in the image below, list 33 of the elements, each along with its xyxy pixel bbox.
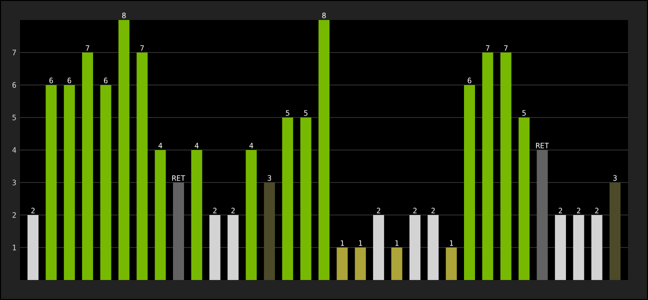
bar bbox=[282, 118, 294, 280]
bar bbox=[82, 52, 94, 280]
bar bbox=[264, 182, 275, 280]
bar bbox=[518, 118, 530, 280]
bar bbox=[464, 85, 476, 280]
bar bbox=[482, 52, 494, 280]
bar bbox=[173, 182, 184, 280]
bar bbox=[64, 85, 75, 280]
bar bbox=[300, 118, 312, 280]
bar bbox=[100, 85, 112, 280]
bar bbox=[46, 85, 57, 280]
bar bbox=[591, 215, 602, 280]
bar bbox=[573, 215, 584, 280]
bar bbox=[246, 150, 257, 280]
bar bbox=[318, 20, 330, 280]
bar bbox=[209, 215, 220, 280]
bar bbox=[428, 215, 439, 280]
bar bbox=[336, 248, 348, 280]
bar bbox=[28, 215, 39, 280]
bar bbox=[228, 215, 239, 280]
bar bbox=[136, 52, 148, 280]
bar bbox=[154, 150, 166, 280]
bar bbox=[554, 215, 566, 280]
bar bbox=[446, 248, 457, 280]
bar bbox=[118, 20, 130, 280]
bar bbox=[354, 248, 366, 280]
bar bbox=[391, 248, 402, 280]
bar bbox=[500, 52, 512, 280]
bar bbox=[536, 150, 548, 280]
bar bbox=[610, 182, 621, 280]
bar bbox=[409, 215, 420, 280]
bar bbox=[373, 215, 384, 280]
bar bbox=[191, 150, 202, 280]
